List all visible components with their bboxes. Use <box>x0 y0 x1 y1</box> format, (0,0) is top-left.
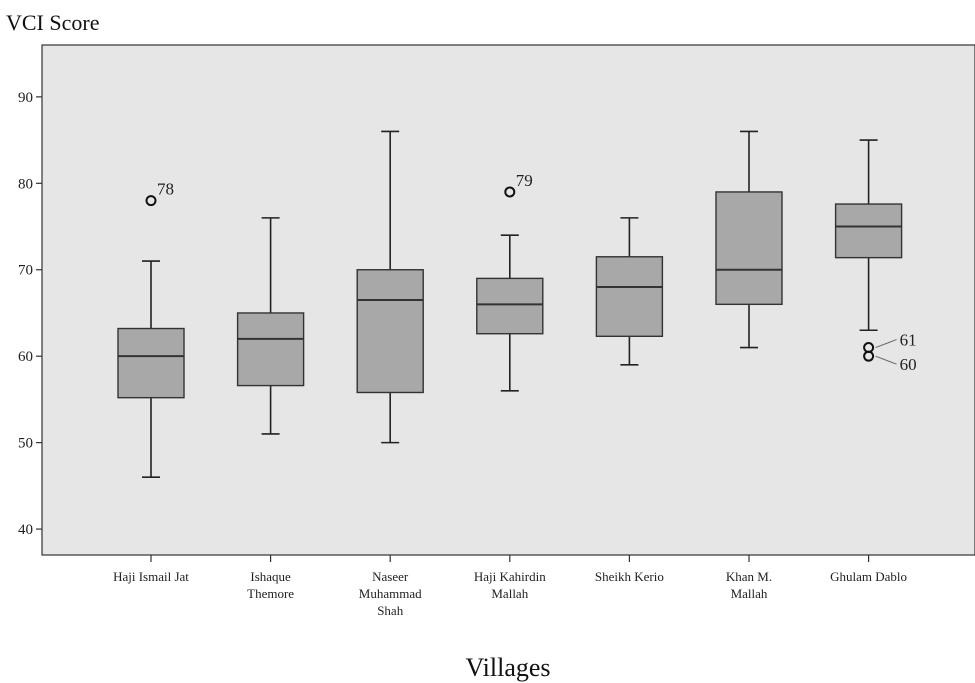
x-tick-label: Naseer Muhammad Shah <box>359 569 422 618</box>
outlier-label: 60 <box>900 355 917 374</box>
y-axis-title: VCI Score <box>6 10 99 35</box>
box <box>117 327 185 399</box>
outlier-label: 78 <box>157 180 174 199</box>
outlier-label: 79 <box>516 171 533 190</box>
y-tick-label: 50 <box>18 436 33 452</box>
x-tick-label: Khan M. Mallah <box>726 569 772 601</box>
box <box>715 191 783 306</box>
x-tick-label: Ishaque Themore <box>247 569 294 601</box>
y-tick-label: 90 <box>18 90 33 106</box>
box <box>236 312 305 387</box>
x-axis-title: Villages <box>465 653 550 682</box>
x-tick-label: Haji Kahirdin Mallah <box>474 569 546 601</box>
outlier-point <box>145 195 157 207</box>
y-tick-label: 80 <box>18 176 33 192</box>
y-tick-label: 40 <box>18 522 33 538</box>
box <box>356 269 424 394</box>
outlier-leader <box>875 339 897 349</box>
x-tick-label: Haji Ismail Jat <box>113 569 189 584</box>
y-tick-label: 70 <box>18 263 33 279</box>
outlier-label: 61 <box>900 331 917 350</box>
box <box>834 203 903 259</box>
outlier-point <box>504 186 516 198</box>
x-tick-label: Sheikh Kerio <box>595 569 664 584</box>
x-tick-label: Ghulam Dablo <box>830 569 907 584</box>
y-tick-label: 60 <box>18 349 33 365</box>
box <box>595 256 664 338</box>
outlier-point <box>863 350 875 362</box>
box <box>476 277 544 335</box>
outlier-leader <box>875 355 897 365</box>
